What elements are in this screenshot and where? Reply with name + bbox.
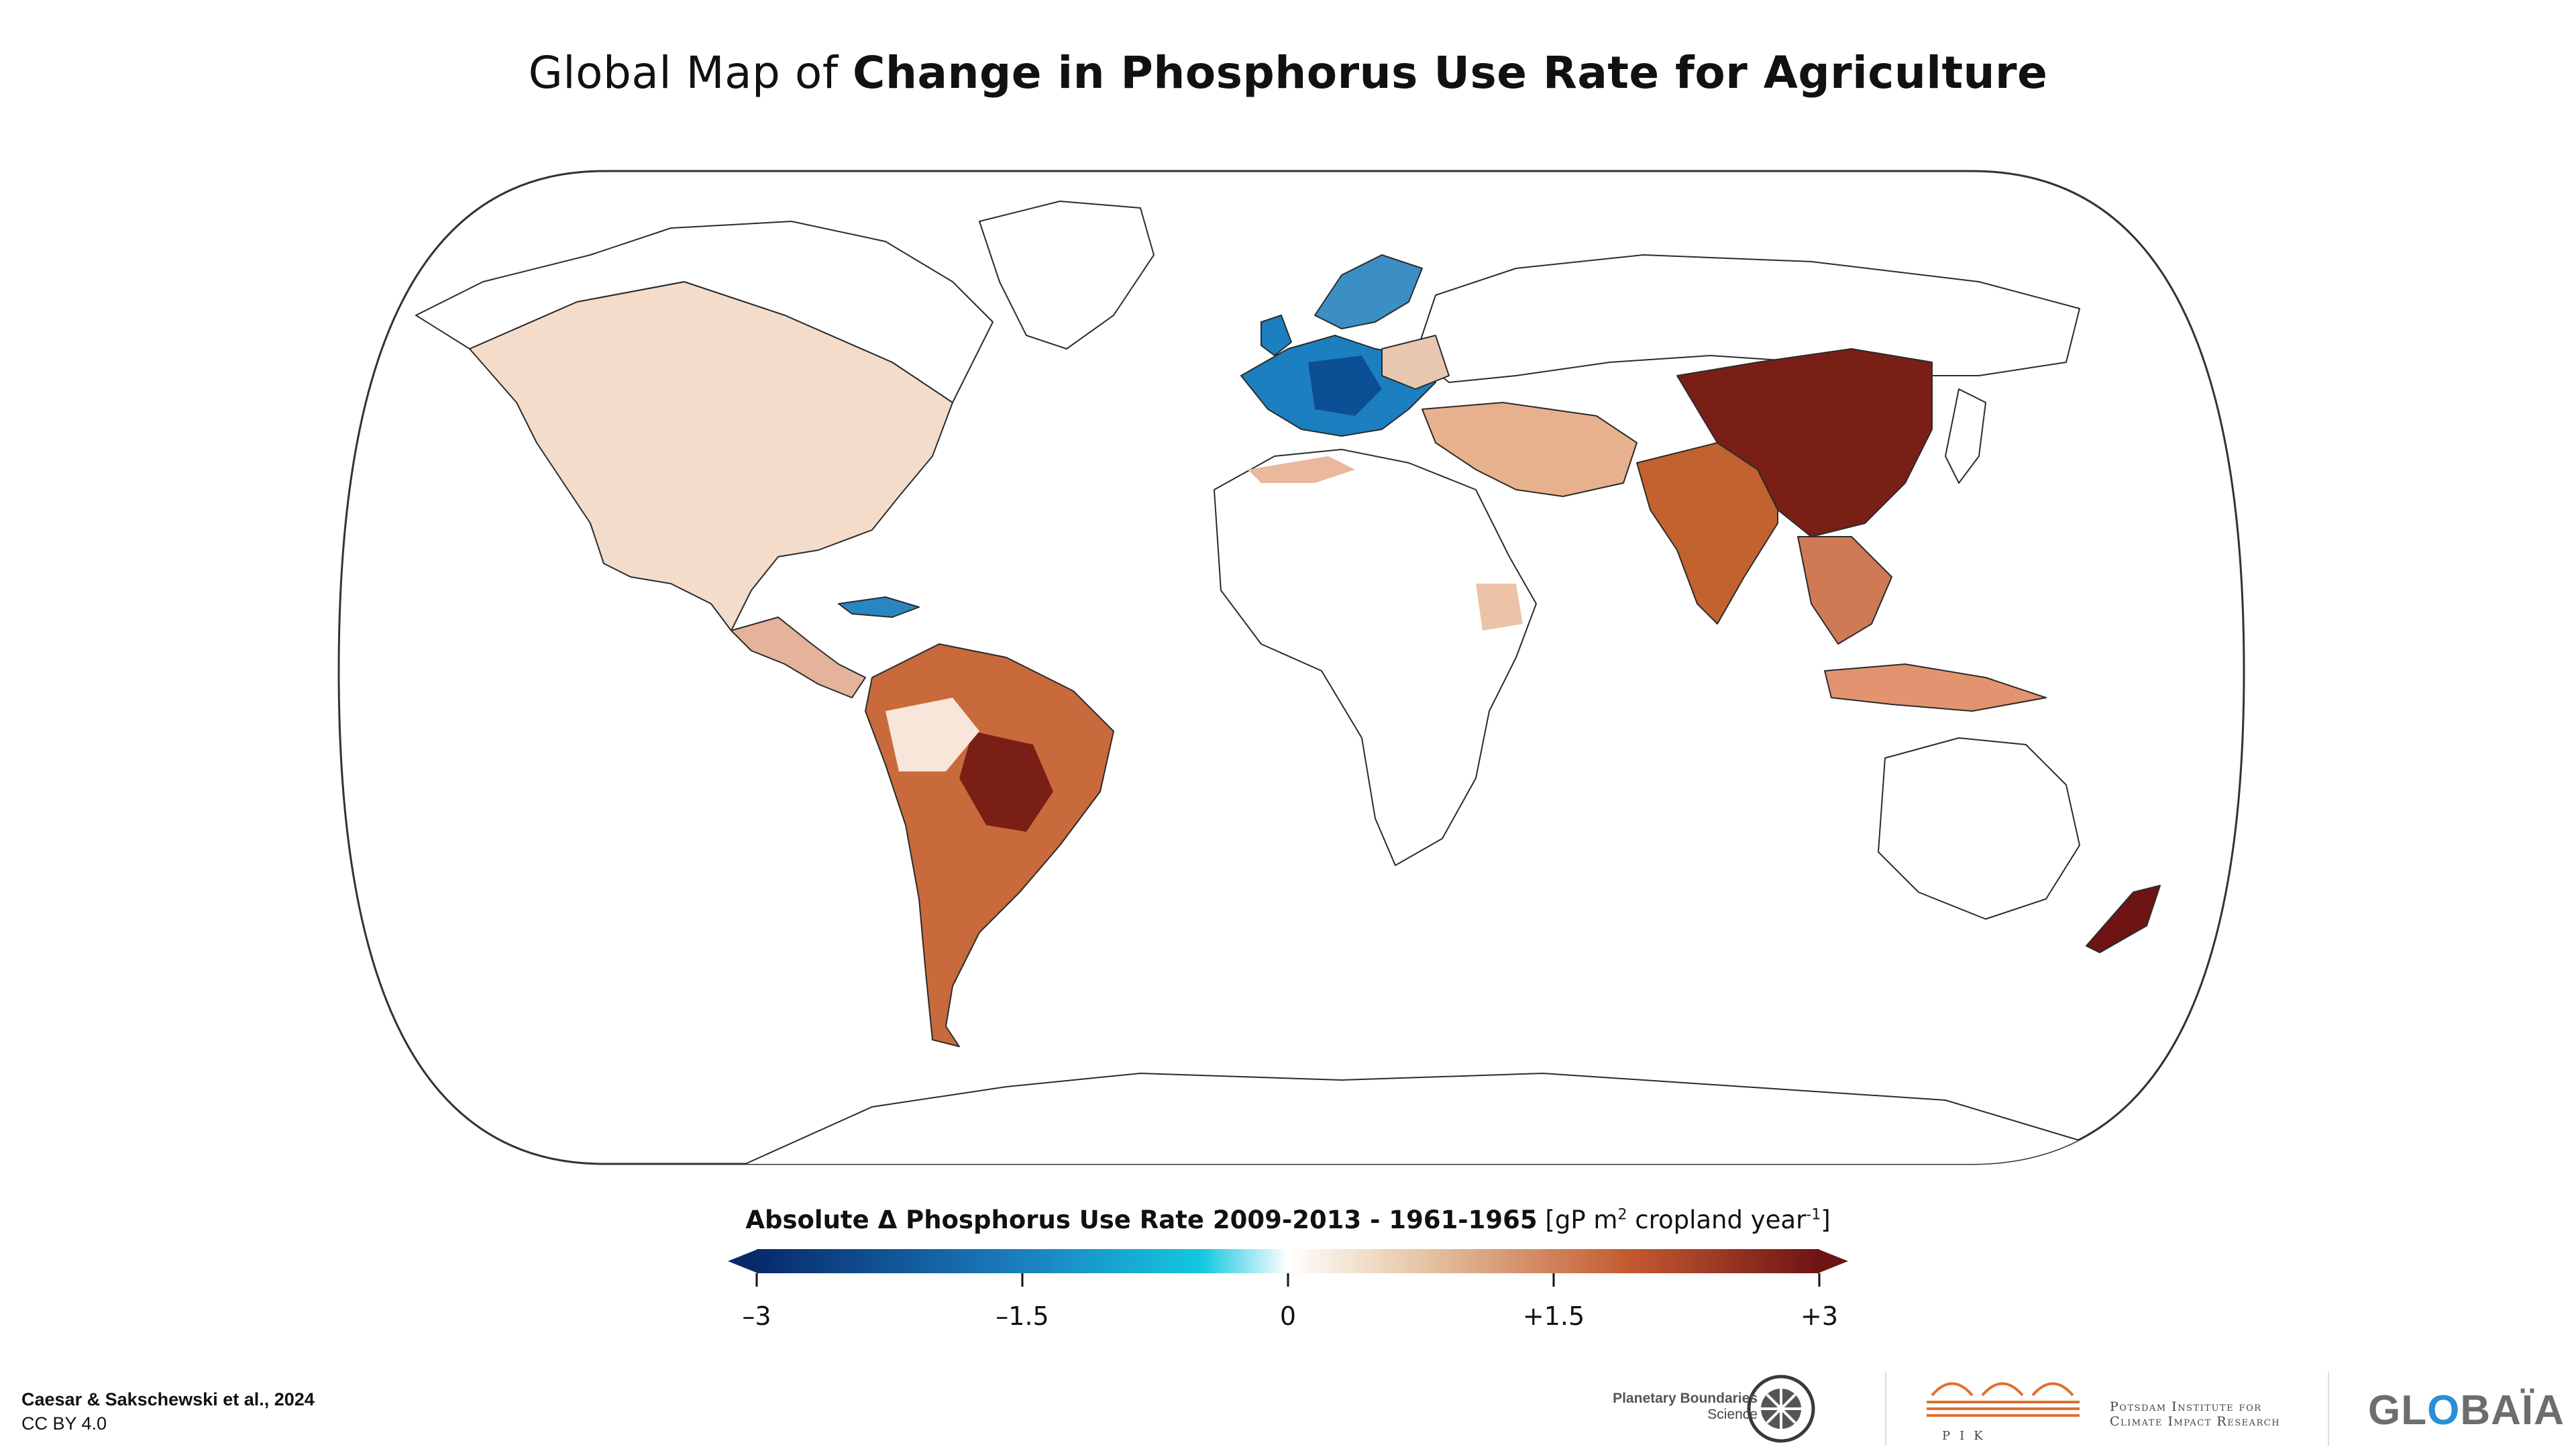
region-central-europe [1308, 356, 1382, 416]
pbs-logo-icon [1747, 1375, 1815, 1443]
legend-unit-sup2: -1 [1806, 1206, 1821, 1224]
region-brazil-core [959, 731, 1053, 832]
legend-unit-b: cropland year [1627, 1205, 1807, 1234]
landmass-indonesia [1824, 663, 2047, 712]
pik-line1: Potsdam Institute for [2110, 1399, 2262, 1414]
logo-divider [1885, 1372, 1886, 1446]
pbs-line2: Science [1707, 1407, 1758, 1422]
legend-title: Absolute Δ Phosphorus Use Rate 2009-2013… [0, 1205, 2576, 1234]
globaia-pre: GL [2368, 1387, 2428, 1434]
credit-author: Caesar & Sakschewski et al., 2024 [21, 1389, 315, 1409]
landmass-caribbean [838, 596, 920, 618]
landmass-southeast-asia [1797, 536, 1892, 645]
landmass-central-america [731, 616, 866, 698]
landmass-russia [1415, 254, 2080, 383]
globaia-o: O [2427, 1387, 2461, 1434]
legend-unit-a: [gP m [1537, 1205, 1618, 1234]
globaia-post: BAÏA [2460, 1387, 2565, 1434]
landmass-greenland [979, 201, 1155, 350]
legend-unit-sup1: 2 [1617, 1206, 1627, 1224]
region-amazon [885, 698, 979, 771]
title-bold: Change in Phosphorus Use Rate for Agricu… [853, 47, 2048, 99]
pbs-logo-text: Planetary Boundaries Science [1543, 1391, 1758, 1423]
legend-unit-c: ] [1821, 1205, 1831, 1234]
landmass-antarctica [737, 1073, 2080, 1164]
landmass-africa [1214, 449, 1537, 866]
region-ethiopia [1476, 584, 1523, 631]
credit: Caesar & Sakschewski et al., 2024 CC BY … [21, 1387, 315, 1436]
pik-logo-icon [1927, 1382, 2080, 1417]
colorbar-tick-label: +1.5 [1522, 1301, 1585, 1331]
landmass-canada [415, 221, 994, 403]
region-north-africa [1248, 456, 1355, 483]
globaia-logo: GLOBAÏA [2368, 1387, 2565, 1434]
landmass-scandinavia [1314, 254, 1423, 329]
landmass-new-zealand [2086, 885, 2161, 953]
legend-title-bold: Absolute Δ Phosphorus Use Rate 2009-2013… [745, 1205, 1538, 1234]
colorbar-tick-label: –3 [742, 1301, 771, 1331]
pbs-line1: Planetary Boundaries [1613, 1391, 1758, 1406]
region-eastern-europe [1381, 335, 1450, 390]
pik-line2: Climate Impact Research [2110, 1414, 2281, 1429]
landmass-uk [1260, 315, 1292, 356]
title-prefix: Global Map of [528, 47, 853, 99]
credit-license: CC BY 4.0 [21, 1413, 107, 1434]
colorbar-left-arrow [728, 1249, 758, 1273]
landmass-japan [1945, 388, 1986, 484]
landmass-china [1676, 348, 1933, 537]
colorbar-tick-label: –1.5 [996, 1301, 1049, 1331]
colorbar [757, 1249, 1819, 1273]
logo-divider [2328, 1372, 2329, 1446]
colorbar-right-arrow [1818, 1249, 1848, 1273]
colorbar-tick-label: 0 [1279, 1301, 1297, 1331]
colorbar-tick-label: +3 [1800, 1301, 1839, 1331]
landmass-australia [1878, 737, 2080, 920]
pik-acronym: PIK [1942, 1429, 1992, 1443]
landmass-middle-east [1421, 402, 1638, 497]
pik-logo-text: Potsdam Institute for Climate Impact Res… [2110, 1399, 2280, 1429]
map-title: Global Map of Change in Phosphorus Use R… [0, 47, 2576, 99]
